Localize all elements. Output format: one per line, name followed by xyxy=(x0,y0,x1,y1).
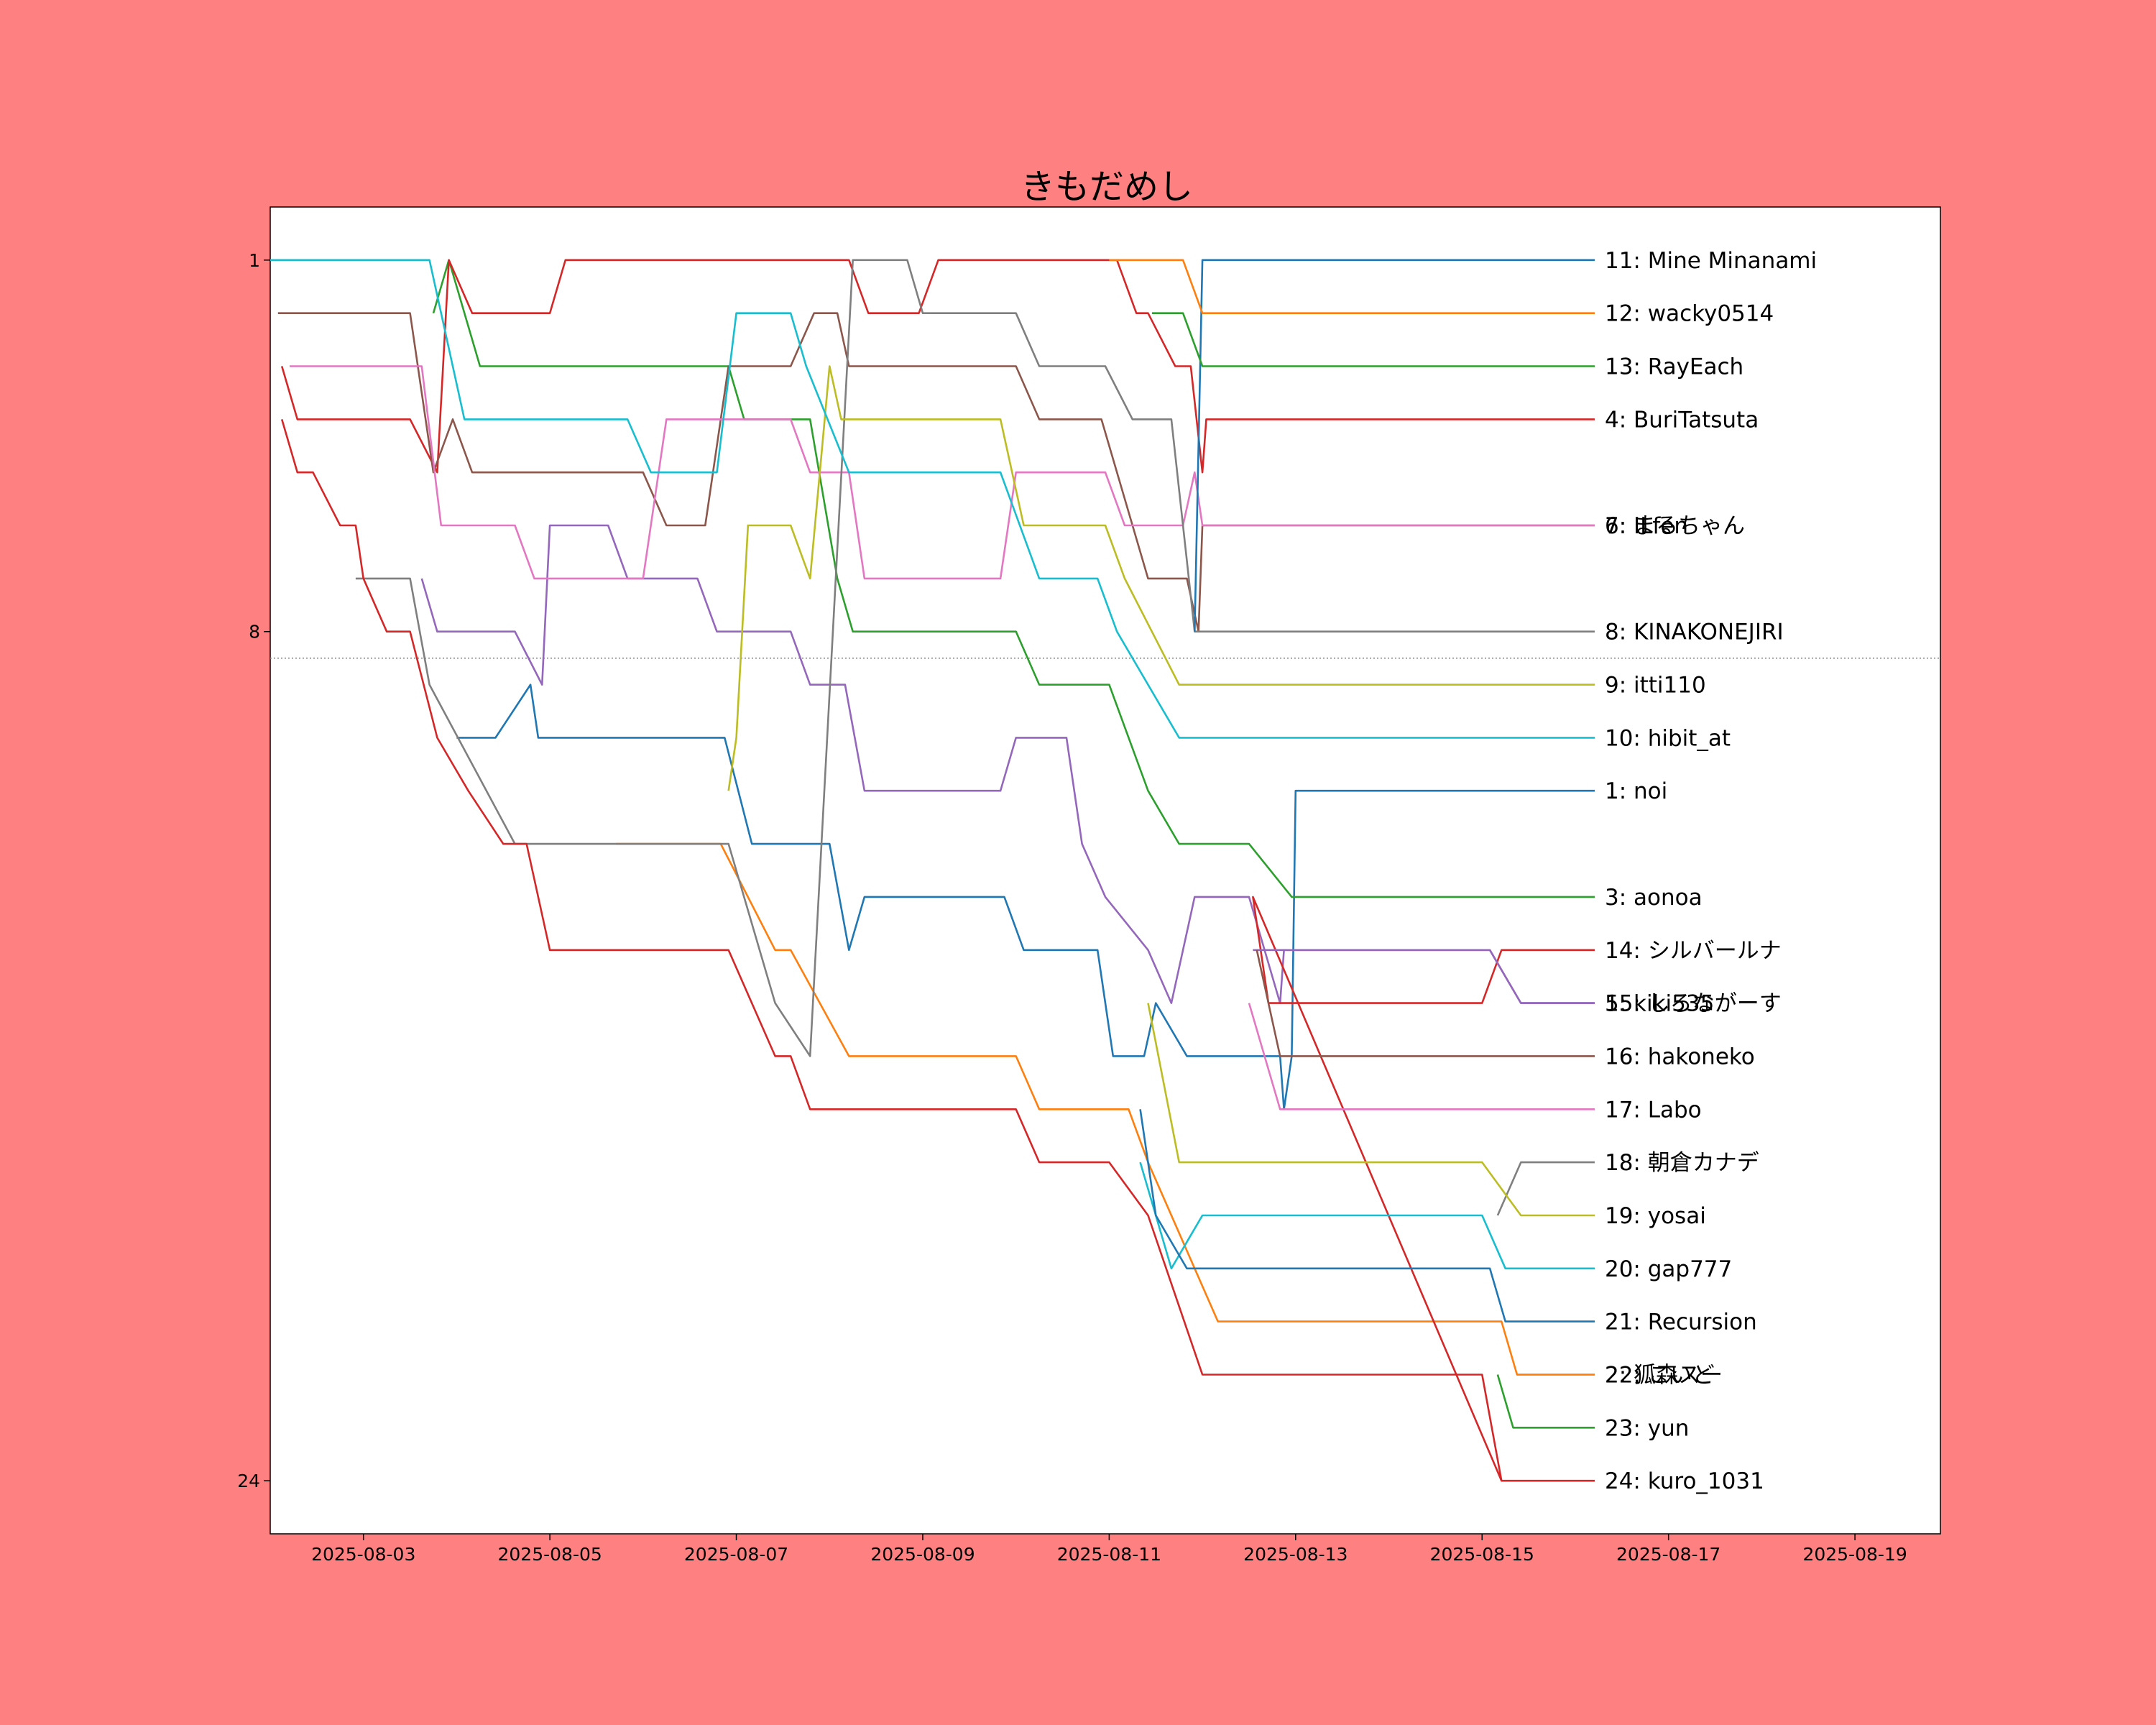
series-end-label-5: 5: kiki535 xyxy=(1605,991,1714,1017)
x-tick-label-8: 2025-08-19 xyxy=(1802,1544,1907,1565)
axis-layer: 2025-08-03 2025-08-05 2025-08-07 2025-08-09… xyxy=(237,250,1907,1565)
series-end-label-22: 22: こいど xyxy=(1605,1362,1715,1388)
series-end-label-21: 21: Recursion xyxy=(1605,1310,1757,1335)
series-line-12 xyxy=(1109,259,1595,315)
series-end-label-24: 24: kuro_1031 xyxy=(1605,1468,1764,1494)
series-line-23 xyxy=(1496,1374,1595,1429)
x-tick-label-4: 2025-08-11 xyxy=(1057,1544,1161,1565)
series-line-16 xyxy=(1256,949,1595,1057)
series-line-4 xyxy=(280,259,1595,474)
x-tick-label-3: 2025-08-09 xyxy=(870,1544,975,1565)
x-tick-label-1: 2025-08-05 xyxy=(497,1544,602,1565)
x-tick-label-6: 2025-08-15 xyxy=(1430,1544,1534,1565)
series-end-label-15: 15: しろながーす xyxy=(1605,991,1782,1017)
series-line-15 xyxy=(1253,949,1595,1004)
series-end-label-6: 6: ILfen xyxy=(1605,513,1688,539)
chart-title: きもだめし xyxy=(1021,167,1193,207)
series-end-label-4: 4: BuriTatsuta xyxy=(1605,407,1759,433)
series-line-2 xyxy=(616,842,1595,1376)
series-end-label-12: 12: wacky0514 xyxy=(1605,301,1774,327)
series-line-3 xyxy=(432,259,1595,898)
series-end-label-16: 16: hakoneko xyxy=(1605,1044,1755,1070)
y-tick-label-2: 24 xyxy=(237,1471,260,1491)
x-tick-label-5: 2025-08-13 xyxy=(1243,1544,1348,1565)
series-line-19 xyxy=(1147,1003,1595,1217)
series-end-label-14: 14: シルバールナ xyxy=(1605,938,1782,964)
series-line-6 xyxy=(277,312,1595,633)
series-end-label-23: 23: yun xyxy=(1605,1415,1689,1441)
end-label-layer: 1: noi 2: 狐森スー 3: aonoa 4: BuriTatsuta 5: ki… xyxy=(1605,248,1817,1494)
y-tick-label-0: 1 xyxy=(249,250,260,271)
series-end-label-18: 18: 朝倉カナデ xyxy=(1605,1150,1759,1176)
series-line-10 xyxy=(270,259,1595,739)
series-line-5 xyxy=(420,524,1595,1004)
series-end-label-11: 11: Mine Minanami xyxy=(1605,248,1817,274)
y-tick-label-1: 8 xyxy=(249,622,260,643)
series-line-13 xyxy=(1151,312,1595,367)
series-end-label-7: 7: まるちゃん xyxy=(1605,513,1745,539)
series-line-11 xyxy=(1194,259,1595,632)
x-tick-label-2: 2025-08-07 xyxy=(684,1544,788,1565)
series-line-18 xyxy=(1496,1161,1595,1216)
series-end-label-10: 10: hibit_at xyxy=(1605,725,1731,751)
x-tick-label-7: 2025-08-17 xyxy=(1616,1544,1720,1565)
x-tick-label-0: 2025-08-03 xyxy=(311,1544,415,1565)
plot-area xyxy=(270,206,1941,1535)
series-line-8 xyxy=(355,259,1595,1057)
series-line-9 xyxy=(727,365,1595,791)
series-line-21 xyxy=(1139,1109,1595,1322)
series-line-7 xyxy=(290,365,1595,580)
series-end-label-19: 19: yosai xyxy=(1605,1203,1706,1229)
series-line-17 xyxy=(1248,1003,1595,1110)
series-end-label-3: 3: aonoa xyxy=(1605,885,1703,911)
series-end-label-8: 8: KINAKONEJIRI xyxy=(1605,620,1784,645)
series-end-label-17: 17: Labo xyxy=(1605,1097,1702,1123)
series-line-14 xyxy=(280,419,1595,1482)
series-line-1 xyxy=(456,684,1595,1110)
series-end-label-1: 1: noi xyxy=(1605,778,1667,804)
series-line-20 xyxy=(1139,1162,1595,1270)
series-end-label-2: 2: 狐森スー xyxy=(1605,1362,1723,1388)
series-end-label-9: 9: itti110 xyxy=(1605,673,1706,699)
series-layer xyxy=(270,259,1595,1482)
series-end-label-13: 13: RayEach xyxy=(1605,354,1743,380)
series-end-label-20: 20: gap777 xyxy=(1605,1256,1732,1282)
